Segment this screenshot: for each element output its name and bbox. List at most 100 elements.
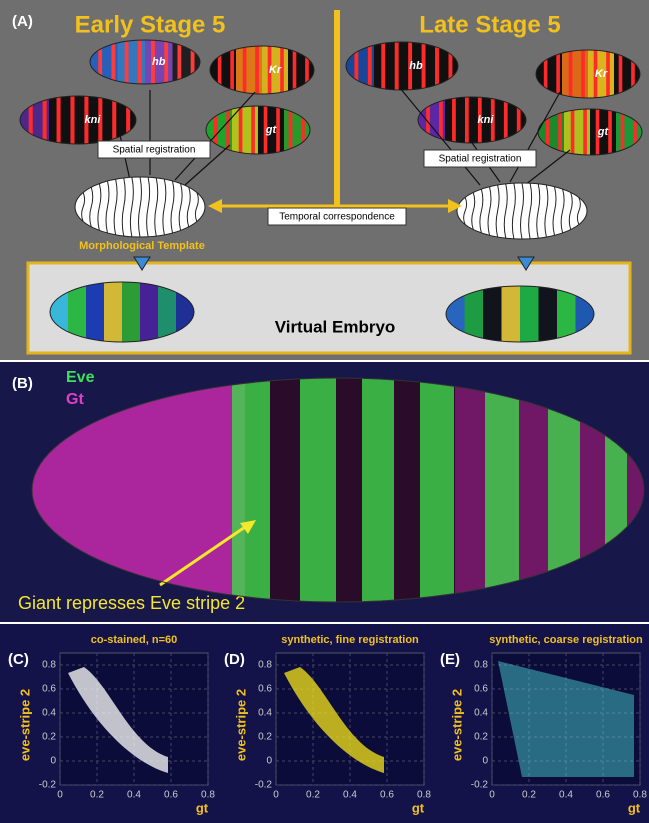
y-tick-label: 0 (50, 756, 56, 767)
panel-label: (D) (224, 651, 245, 668)
stripe (435, 42, 439, 90)
y-tick-label: 0.2 (42, 732, 56, 743)
stripe (569, 50, 573, 98)
stripe (251, 106, 255, 154)
gene-label: gt (597, 126, 610, 138)
stripe (43, 96, 47, 144)
stripe (452, 97, 456, 143)
stripe (581, 50, 585, 98)
gene-label: hb (409, 60, 423, 72)
embryo-band (122, 282, 140, 342)
embryo-band (539, 286, 558, 342)
stripe (368, 42, 372, 90)
x-tick-label: 0.4 (559, 790, 573, 801)
x-tick-label: 0.4 (127, 790, 141, 801)
embryo-band (502, 286, 521, 342)
embryo-band (104, 282, 122, 342)
y-tick-label: 0.8 (258, 660, 272, 671)
y-tick-label: -0.2 (39, 780, 57, 791)
legend-gt: Gt (66, 391, 84, 408)
figure: (A) Early Stage 5 Late Stage 5 hbKrknigt… (0, 0, 649, 823)
stripe (556, 50, 560, 98)
panel-label: (E) (440, 651, 460, 668)
y-tick-label: -0.2 (471, 780, 489, 791)
y-tick-label: 0.6 (474, 684, 488, 695)
eve-stripe (420, 376, 454, 606)
y-tick-label: 0.8 (42, 660, 56, 671)
gene-label: kni (85, 114, 102, 126)
virtual-label: Virtual Embryo (275, 317, 396, 336)
y-axis-label: eve-stripe 2 (233, 689, 248, 761)
legend-eve: Eve (66, 369, 95, 386)
y-tick-label: 0.8 (474, 660, 488, 671)
stripe (276, 106, 280, 154)
stage-title: Early Stage 5 (75, 11, 226, 38)
stripe (381, 42, 385, 90)
y-tick-label: 0.4 (474, 708, 488, 719)
stripe (504, 97, 508, 143)
panel-title: co-stained, n=60 (91, 634, 178, 646)
y-tick-label: 0 (482, 756, 488, 767)
panel-label: (B) (12, 375, 33, 392)
gene-label: kni (478, 114, 495, 126)
template-label: Morphological Template (79, 240, 205, 252)
y-tick-label: -0.2 (255, 780, 273, 791)
gene-label: hb (152, 56, 166, 68)
stage-title: Late Stage 5 (419, 11, 560, 38)
y-tick-label: 0.4 (258, 708, 272, 719)
panel-title: synthetic, fine registration (281, 634, 419, 646)
x-tick-label: 0.8 (417, 790, 431, 801)
y-axis-label: eve-stripe 2 (449, 689, 464, 761)
x-tick-label: 0.4 (343, 790, 357, 801)
stripe (111, 40, 115, 84)
panel-label: (C) (8, 651, 29, 668)
eve-stripe (232, 376, 270, 606)
x-axis-label: gt (628, 800, 641, 815)
y-tick-label: 0.6 (42, 684, 56, 695)
x-tick-label: 0.2 (90, 790, 104, 801)
stripe (230, 46, 234, 94)
eve-stripe (362, 376, 394, 606)
stripe (289, 106, 293, 154)
x-axis-label: gt (196, 800, 209, 815)
y-tick-label: 0.2 (258, 732, 272, 743)
embryo-band (140, 282, 158, 342)
y-tick-label: 0.2 (474, 732, 488, 743)
y-tick-label: 0 (266, 756, 272, 767)
stripe (112, 96, 116, 144)
spatial-registration: Spatial registration (113, 145, 196, 156)
stripe (293, 46, 297, 94)
stripe (239, 106, 243, 154)
stripe (621, 109, 625, 155)
stripe (243, 46, 247, 94)
x-tick-label: 0 (489, 790, 495, 801)
stripe (125, 40, 129, 84)
x-tick-label: 0.6 (596, 790, 610, 801)
stripe (465, 97, 469, 143)
x-tick-label: 0 (273, 790, 279, 801)
stripe (70, 96, 74, 144)
stripe (558, 109, 562, 155)
gene-label: Kr (269, 64, 282, 76)
x-tick-label: 0.8 (633, 790, 647, 801)
x-tick-label: 0.8 (201, 790, 215, 801)
embryo-band (520, 286, 539, 342)
stripe (395, 42, 399, 90)
embryo-band (86, 282, 104, 342)
spatial-registration: Spatial registration (439, 154, 522, 165)
x-tick-label: 0.6 (164, 790, 178, 801)
x-tick-label: 0.2 (306, 790, 320, 801)
x-tick-label: 0.2 (522, 790, 536, 801)
embryo-band (483, 286, 502, 342)
y-tick-label: 0.4 (42, 708, 56, 719)
x-tick-label: 0.6 (380, 790, 394, 801)
stripe (583, 109, 587, 155)
annotation: Giant represses Eve stripe 2 (18, 593, 245, 613)
temporal-correspondence: Temporal correspondence (279, 212, 395, 223)
stripe (619, 50, 623, 98)
stripe (255, 46, 259, 94)
stripe (177, 40, 181, 84)
panel-title: synthetic, coarse registration (489, 634, 643, 646)
x-axis-label: gt (412, 800, 425, 815)
stripe (571, 109, 575, 155)
